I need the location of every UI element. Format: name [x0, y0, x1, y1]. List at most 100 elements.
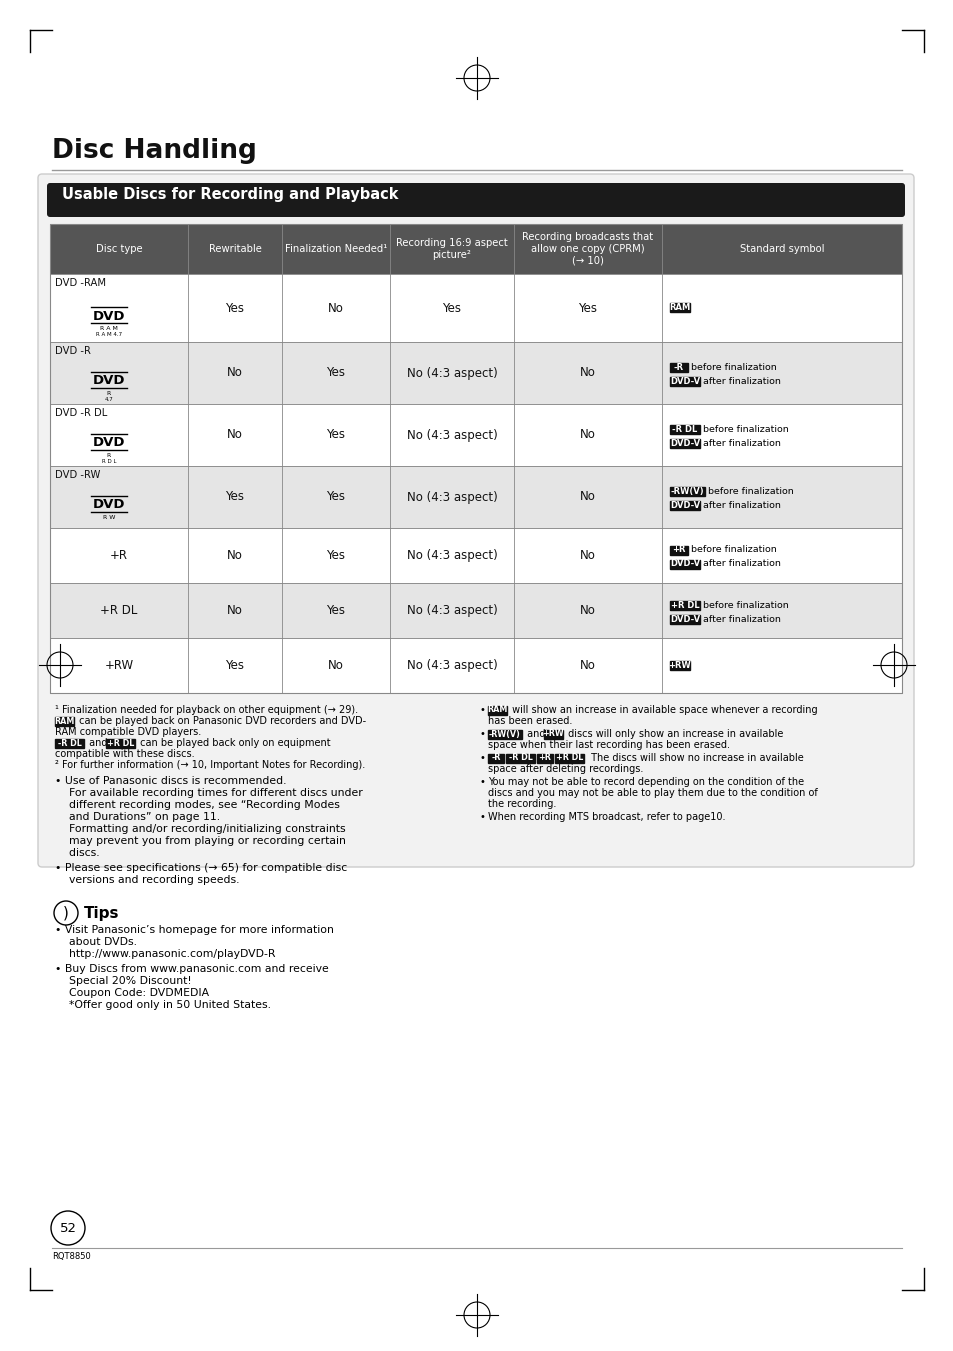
Text: DVD-V: DVD-V [669, 615, 700, 624]
Text: and Durations” on page 11.: and Durations” on page 11. [55, 812, 220, 821]
Bar [669, 377, 700, 386]
Text: Formatting and/or recording/initializing constraints: Formatting and/or recording/initializing… [55, 824, 345, 834]
Text: Usable Discs for Recording and Playback: Usable Discs for Recording and Playback [62, 186, 398, 203]
Text: ² For further information (→ 10, Important Notes for Recording).: ² For further information (→ 10, Importa… [55, 761, 365, 770]
Text: Yes: Yes [225, 490, 244, 504]
Text: No (4:3 aspect): No (4:3 aspect) [406, 549, 497, 562]
Text: Yes: Yes [326, 366, 345, 380]
Text: R D L: R D L [102, 459, 116, 463]
Text: No: No [579, 549, 596, 562]
Bar [50, 584, 901, 638]
Text: -RW(V): -RW(V) [489, 730, 520, 739]
Text: Yes: Yes [326, 490, 345, 504]
Text: +R: +R [110, 549, 128, 562]
Text: RAM: RAM [487, 705, 507, 715]
Text: Yes: Yes [225, 659, 244, 671]
Bar [488, 754, 503, 762]
Text: compatible with these discs.: compatible with these discs. [55, 748, 194, 759]
Text: DVD -R DL: DVD -R DL [55, 408, 107, 417]
Bar [50, 404, 901, 466]
Bar [669, 600, 700, 609]
Bar [669, 439, 700, 449]
Bar [669, 559, 700, 569]
Text: about DVDs.: about DVDs. [55, 938, 137, 947]
Bar [50, 224, 901, 693]
Bar [50, 466, 901, 528]
Text: -R: -R [673, 363, 683, 372]
Bar [106, 739, 135, 747]
Text: different recording modes, see “Recording Modes: different recording modes, see “Recordin… [55, 800, 339, 811]
Bar [55, 739, 84, 747]
Text: DVD -R: DVD -R [55, 346, 91, 357]
Bar [50, 342, 901, 404]
Bar [543, 730, 562, 739]
Text: +RW: +RW [668, 661, 691, 670]
Bar [669, 546, 687, 554]
Circle shape [51, 1210, 85, 1246]
Text: No: No [579, 604, 596, 617]
Text: No (4:3 aspect): No (4:3 aspect) [406, 604, 497, 617]
Text: DVD-V: DVD-V [669, 377, 700, 386]
Bar [555, 754, 583, 762]
Bar [50, 528, 901, 584]
Text: Coupon Code: DVDMEDIA: Coupon Code: DVDMEDIA [55, 988, 209, 998]
Text: *Offer good only in 50 United States.: *Offer good only in 50 United States. [55, 1000, 271, 1011]
Bar [488, 730, 521, 739]
Text: No: No [579, 366, 596, 380]
Text: DVD: DVD [92, 436, 125, 450]
Text: Disc Handling: Disc Handling [52, 138, 256, 163]
Text: -R: -R [491, 754, 500, 762]
Bar [669, 501, 700, 509]
Bar [669, 426, 700, 434]
Text: -R DL: -R DL [57, 739, 81, 747]
Text: versions and recording speeds.: versions and recording speeds. [55, 875, 239, 885]
Text: after finalization: after finalization [702, 501, 781, 509]
Text: RAM: RAM [668, 303, 690, 312]
Bar [537, 754, 553, 762]
Text: +R DL: +R DL [107, 739, 134, 747]
Text: Special 20% Discount!: Special 20% Discount! [55, 975, 192, 986]
Text: Finalization Needed¹: Finalization Needed¹ [285, 245, 387, 254]
Text: When recording MTS broadcast, refer to page10.: When recording MTS broadcast, refer to p… [488, 812, 724, 821]
Text: and: and [523, 730, 548, 739]
Text: 52: 52 [59, 1221, 76, 1235]
Text: No (4:3 aspect): No (4:3 aspect) [406, 659, 497, 671]
Text: •: • [479, 753, 485, 763]
Text: Yes: Yes [326, 549, 345, 562]
Text: • Use of Panasonic discs is recommended.: • Use of Panasonic discs is recommended. [55, 775, 286, 786]
Text: Yes: Yes [578, 301, 597, 315]
Text: No: No [579, 490, 596, 504]
Bar [50, 224, 901, 274]
Text: DVD-V: DVD-V [669, 559, 700, 569]
Text: • Please see specifications (→ 65) for compatible disc: • Please see specifications (→ 65) for c… [55, 863, 347, 873]
Text: after finalization: after finalization [702, 439, 781, 449]
Text: DVD-V: DVD-V [669, 439, 700, 449]
Bar [669, 615, 700, 624]
Text: DVD: DVD [92, 309, 125, 323]
Text: No: No [579, 428, 596, 442]
Text: R W: R W [103, 515, 115, 520]
Text: •: • [479, 777, 485, 788]
Text: after finalization: after finalization [702, 559, 781, 569]
Bar [669, 486, 704, 496]
Text: No: No [328, 659, 344, 671]
Text: DVD: DVD [92, 499, 125, 512]
Text: DVD -RAM: DVD -RAM [55, 278, 106, 288]
Text: Yes: Yes [326, 604, 345, 617]
Text: may prevent you from playing or recording certain: may prevent you from playing or recordin… [55, 836, 346, 846]
Text: No: No [227, 366, 243, 380]
Text: R A M: R A M [100, 326, 118, 331]
Text: • Visit Panasonic’s homepage for more information: • Visit Panasonic’s homepage for more in… [55, 925, 334, 935]
Text: Yes: Yes [225, 301, 244, 315]
Text: discs will only show an increase in available: discs will only show an increase in avai… [564, 730, 782, 739]
FancyBboxPatch shape [38, 174, 913, 867]
Text: before finalization: before finalization [702, 600, 788, 609]
Text: -R DL: -R DL [672, 426, 697, 434]
Bar [50, 638, 901, 693]
Text: No (4:3 aspect): No (4:3 aspect) [406, 428, 497, 442]
Text: No: No [227, 428, 243, 442]
Bar [55, 716, 74, 725]
Text: For available recording times for different discs under: For available recording times for differ… [55, 788, 362, 798]
Text: Recording broadcasts that
allow one copy (CPRM)
(→ 10): Recording broadcasts that allow one copy… [522, 232, 653, 266]
Text: •: • [479, 812, 485, 821]
